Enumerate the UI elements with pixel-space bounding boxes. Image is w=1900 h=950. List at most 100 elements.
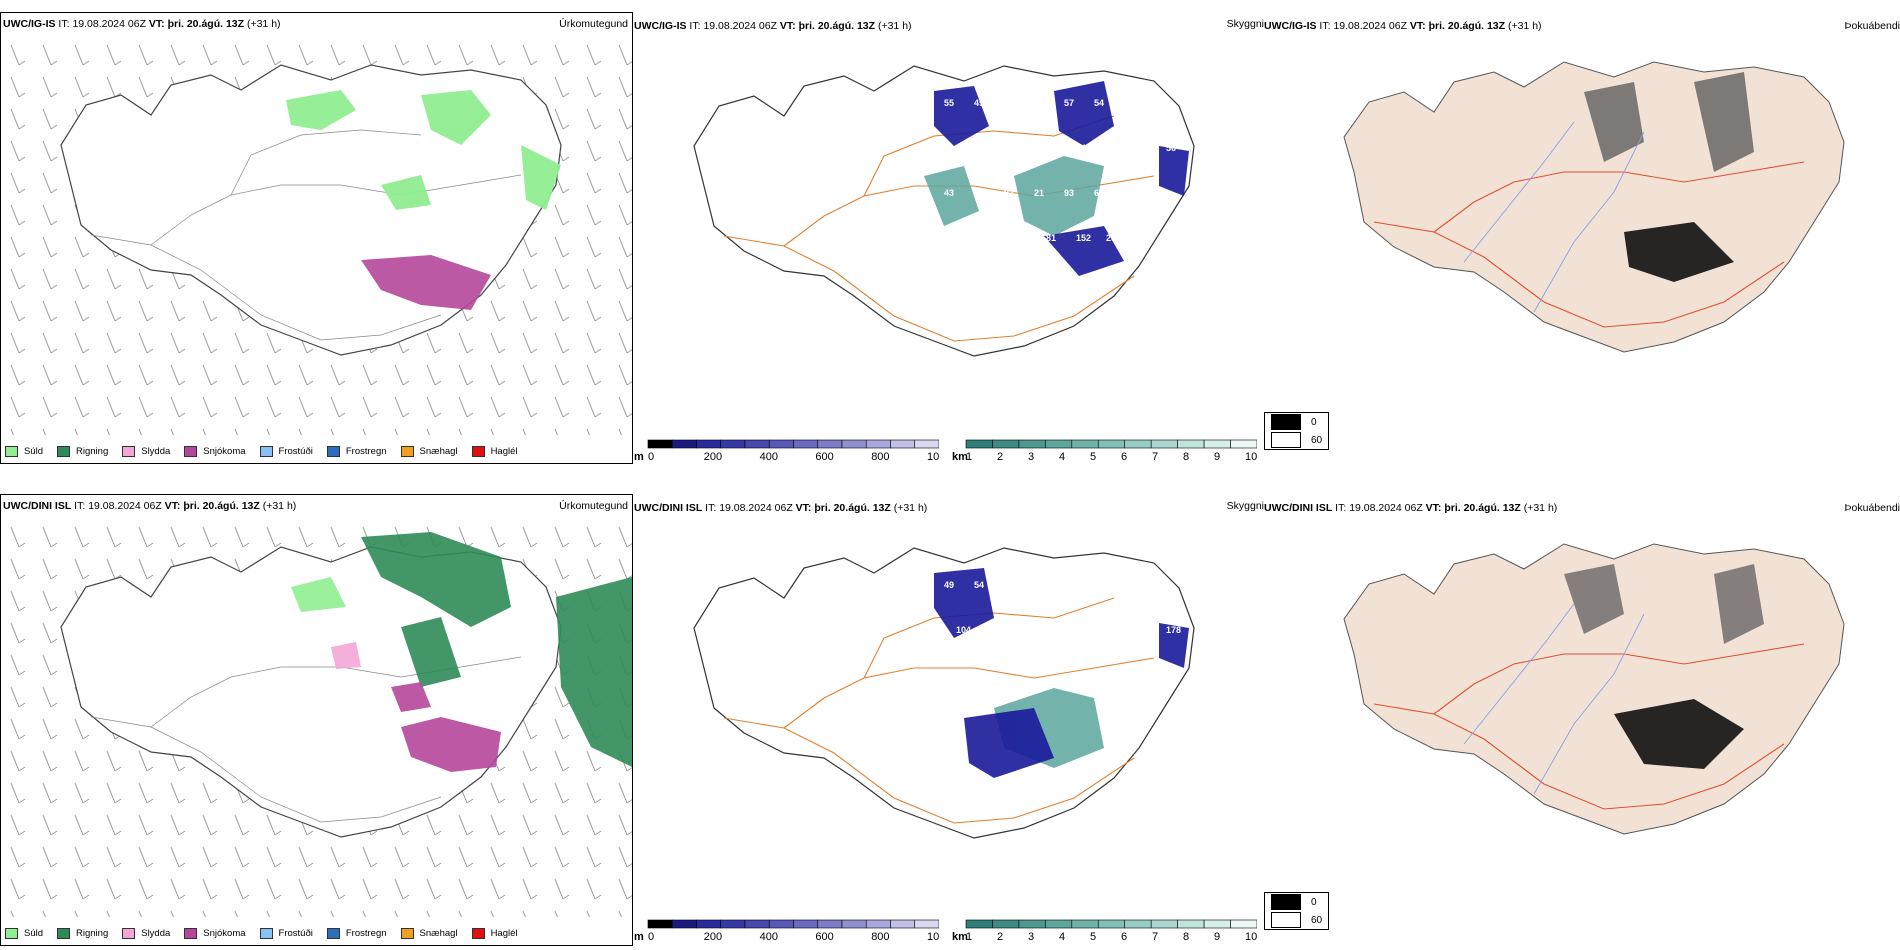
wind-barb-flag — [210, 348, 218, 354]
ceiling-map: 51 49 54 73 95 68 42 47 96 69 104 241 86 68 243 162 312 1… — [693, 547, 1195, 839]
model-name: UWC/DINI ISL — [3, 500, 72, 512]
legend-item: Snjókoma — [184, 928, 246, 939]
wind-barb-flag — [146, 412, 154, 418]
wind-barb — [10, 300, 20, 322]
scale-swatch — [696, 919, 722, 929]
wind-barb — [330, 846, 340, 868]
scale-tick-label: 6 — [1121, 451, 1127, 463]
wind-barb — [362, 878, 372, 900]
wind-barb — [138, 814, 148, 836]
wind-barb-flag — [306, 412, 314, 418]
scale-swatch — [647, 439, 673, 449]
wind-barb — [586, 236, 596, 258]
wind-barb-flag — [626, 93, 632, 98]
wind-barb — [554, 910, 558, 917]
wind-barb-flag — [594, 124, 602, 130]
wind-barb — [330, 878, 340, 900]
scale-swatch — [1071, 439, 1099, 449]
it-label: IT: — [58, 18, 70, 30]
wind-barb — [138, 44, 148, 66]
wind-barb — [522, 364, 532, 386]
wind-barb — [170, 878, 180, 900]
wind-barb — [330, 910, 334, 917]
wind-barb — [522, 236, 532, 258]
scale-swatch — [1177, 439, 1205, 449]
fog-title: Þokuábendi — [1844, 20, 1900, 32]
wind-barb — [522, 910, 526, 917]
wind-barb — [554, 686, 564, 708]
wind-barb-flag — [594, 156, 602, 162]
it-label: IT: — [689, 20, 701, 32]
wind-barb — [586, 108, 596, 130]
wind-barb — [74, 558, 84, 580]
scale-swatch — [817, 919, 843, 929]
wind-barb-flag — [594, 252, 602, 258]
fog-title: Þokuábendi — [1844, 502, 1900, 514]
wind-barb-flag — [402, 380, 410, 386]
wind-barb — [42, 236, 52, 258]
ceiling-value-label: 74 — [1154, 188, 1164, 198]
wind-barb-flag — [242, 862, 250, 868]
wind-barb-flag — [562, 348, 570, 354]
wind-barb — [266, 44, 276, 66]
wind-barb — [138, 332, 148, 354]
wind-barb — [202, 910, 206, 917]
wind-barb — [554, 236, 564, 258]
wind-barb — [554, 396, 564, 418]
legend-item: Frostregn — [326, 446, 387, 457]
wind-barb-flag — [562, 316, 570, 322]
wind-barb-flag — [242, 60, 250, 66]
scale-swatch — [1177, 919, 1205, 929]
wind-barb-flag — [434, 830, 442, 836]
wind-barb — [266, 910, 270, 917]
wind-barb-flag — [50, 220, 58, 226]
scale-swatch — [720, 919, 746, 929]
scale-swatch — [1150, 919, 1178, 929]
wind-barb — [10, 44, 20, 66]
wind-barb — [266, 364, 276, 386]
wind-barb — [42, 364, 52, 386]
wind-barb — [106, 428, 110, 435]
scale-tick-label: 1000 — [927, 931, 939, 943]
wind-barb — [10, 718, 20, 740]
wind-barb — [618, 172, 628, 194]
wind-barb-flag — [178, 380, 186, 386]
wind-barb-flag — [82, 60, 90, 66]
wind-barb — [202, 332, 212, 354]
wind-barb-flag — [82, 380, 90, 386]
wind-barb-flag — [626, 767, 632, 772]
wind-barb — [42, 44, 52, 66]
iceland-outline — [1343, 543, 1845, 835]
legend-swatch — [400, 928, 414, 939]
fog-map — [1343, 61, 1845, 353]
wind-barb-flag — [274, 60, 282, 66]
wind-barb-flag — [18, 284, 26, 290]
lead-time: (+31 h) — [1507, 20, 1542, 32]
wind-barb — [618, 814, 628, 836]
wind-barb — [42, 428, 46, 435]
wind-barb — [10, 782, 20, 804]
scale-tick-label: 200 — [704, 451, 722, 463]
wind-barb — [490, 846, 500, 868]
wind-barb — [10, 108, 20, 130]
wind-barb — [10, 172, 20, 194]
wind-barb — [74, 814, 84, 836]
wind-barb — [170, 526, 180, 548]
wind-barb — [618, 364, 628, 386]
wind-barb-flag — [146, 92, 154, 98]
scale-tick-label: 200 — [704, 931, 722, 943]
wind-barb — [522, 300, 532, 322]
wind-barb-flag — [562, 252, 570, 258]
wind-barb — [106, 332, 116, 354]
wind-barb — [618, 910, 622, 917]
wind-barb — [490, 300, 500, 322]
wind-barb-flag — [434, 348, 442, 354]
precip-drizzle-areas — [291, 577, 346, 612]
wind-barb — [138, 526, 148, 548]
it-label: IT: — [705, 502, 717, 514]
vt-label: VT: — [1425, 502, 1442, 514]
wind-barb-flag — [210, 862, 218, 868]
wind-barb-flag — [626, 157, 632, 162]
wind-barb-flag — [338, 894, 346, 900]
wind-barb — [42, 590, 52, 612]
